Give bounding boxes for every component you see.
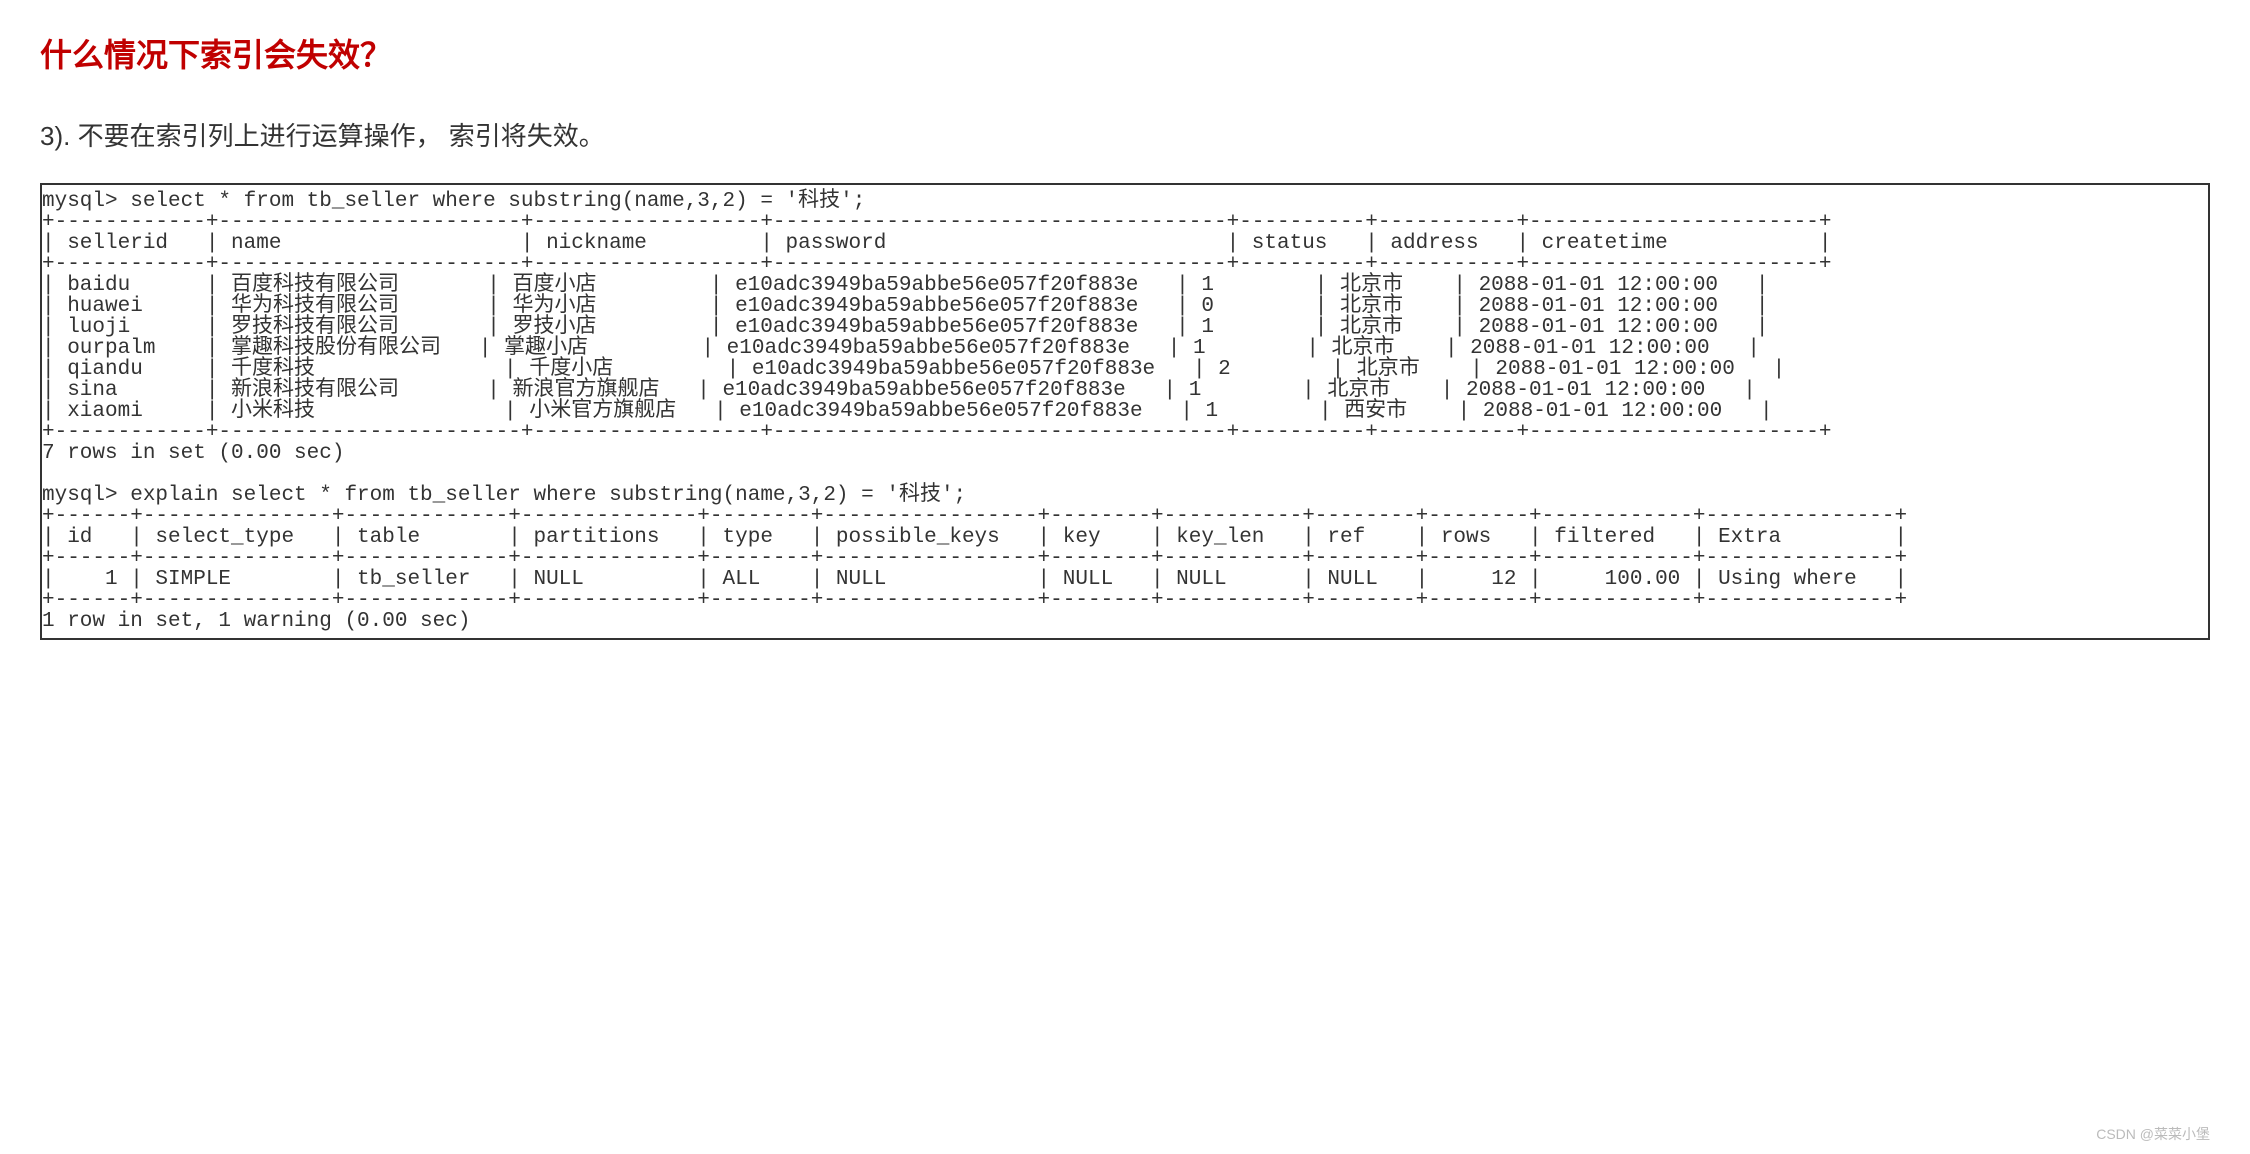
page-subtitle: 3). 不要在索引列上进行运算操作， 索引将失效。 (40, 116, 2210, 153)
watermark: CSDN @菜菜小堡 (2096, 1124, 2210, 1144)
terminal-output: mysql> select * from tb_seller where sub… (40, 183, 2210, 640)
page-title: 什么情况下索引会失效？ (40, 30, 2210, 76)
